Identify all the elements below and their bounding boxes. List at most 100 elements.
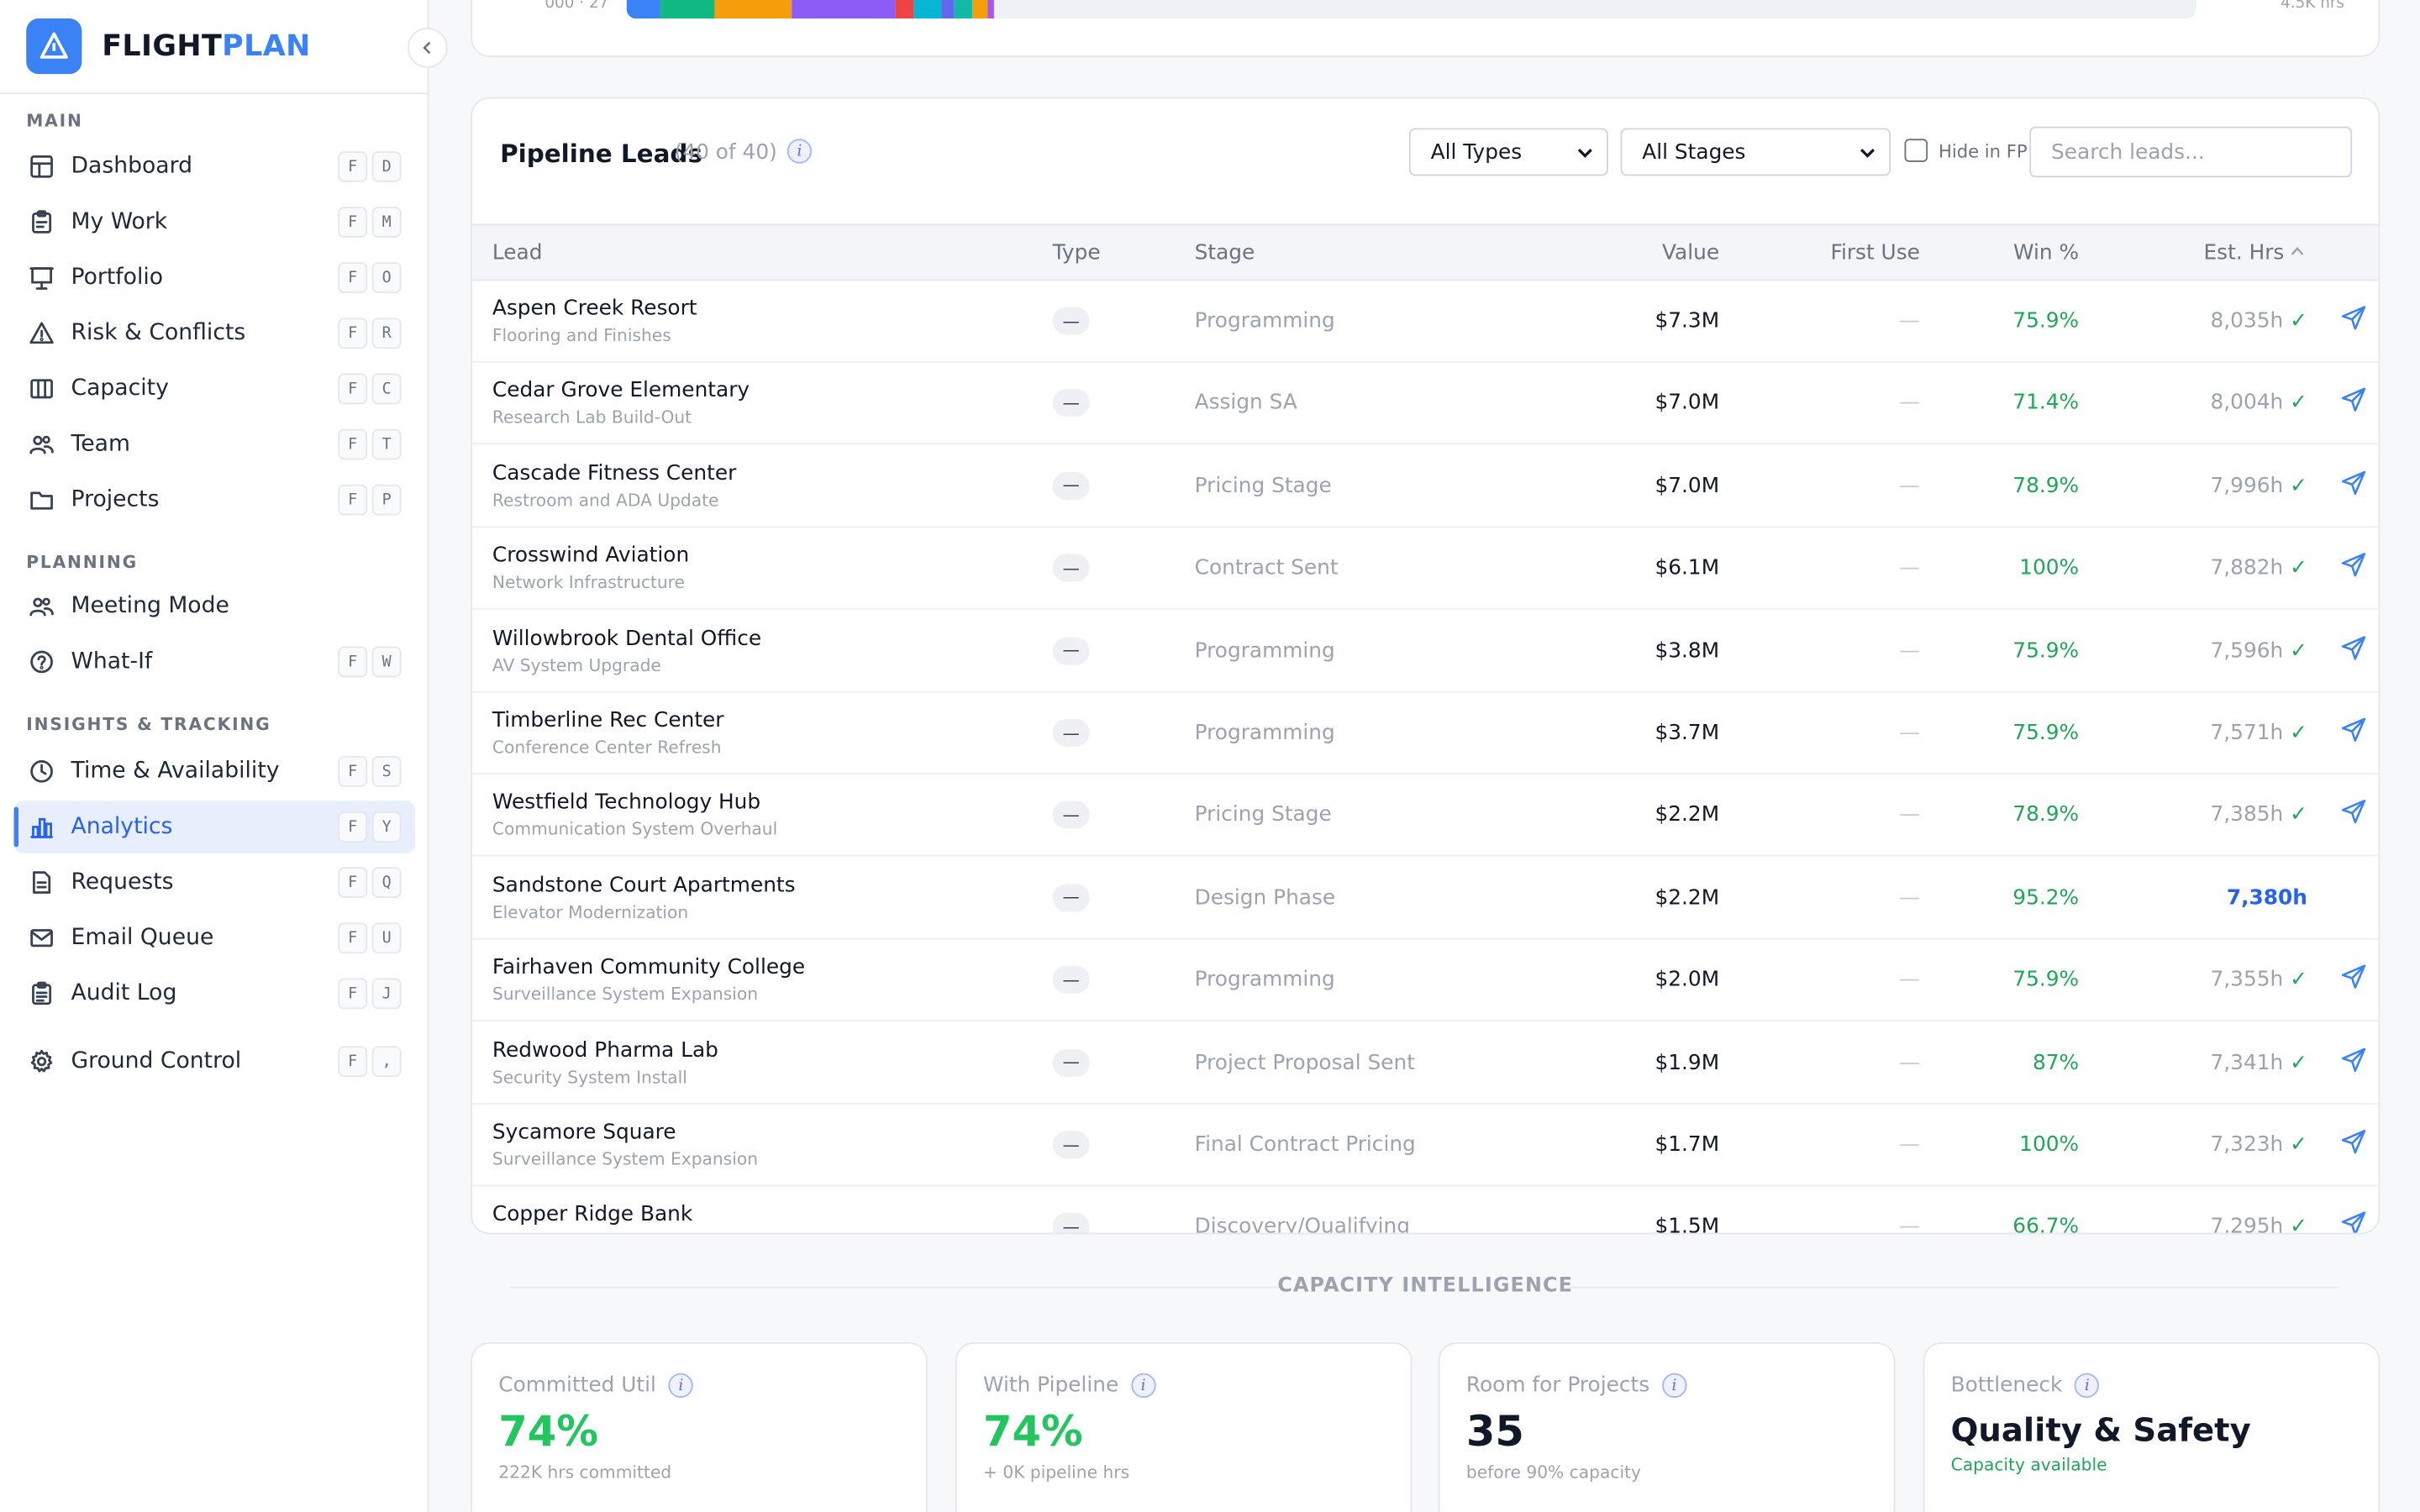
lead-name[interactable]: Sandstone Court Apartments (492, 873, 796, 898)
sidebar-item-dashboard[interactable]: Dashboard F D (14, 140, 416, 192)
col-lead[interactable]: Lead (492, 240, 543, 265)
col-value[interactable]: Value (1662, 240, 1720, 265)
table-row[interactable]: Redwood Pharma Lab Security System Instal… (472, 1022, 2379, 1105)
allocation-bar-segment[interactable] (913, 0, 942, 19)
allocation-bar-segment[interactable] (792, 0, 896, 19)
allocation-bar-segment[interactable] (660, 0, 715, 19)
pipeline-leads-card: Pipeline Leads (40 of 40) i All Types Al… (471, 97, 2381, 1235)
lead-name[interactable]: Cascade Fitness Center (492, 460, 737, 486)
est-hrs-cell: 8,004h ✓ (2211, 391, 2307, 415)
lead-name[interactable]: Cedar Grove Elementary (492, 378, 750, 404)
est-hrs-value: 7,385h (2210, 802, 2284, 828)
search-leads-input[interactable]: Search leads... (2029, 126, 2353, 178)
capacity-card-value: 35 (1465, 1408, 1524, 1457)
allocation-bar-segment[interactable] (972, 0, 988, 19)
lead-name[interactable]: Fairhaven Community College (492, 955, 806, 980)
table-header: Lead Type Stage Value First Use Win % Es… (472, 223, 2379, 281)
table-row[interactable]: Sycamore Square Surveillance System Expan… (472, 1105, 2379, 1187)
type-filter-select[interactable]: All Types (1408, 128, 1608, 176)
allocation-bar-segment[interactable] (941, 0, 955, 19)
send-icon[interactable] (2339, 1046, 2367, 1079)
send-icon[interactable] (2339, 633, 2367, 667)
info-icon[interactable]: i (786, 139, 813, 164)
collapse-sidebar-button[interactable] (407, 28, 448, 68)
allocation-bar-segment[interactable] (714, 0, 792, 19)
est-hrs-value: 7,341h (2210, 1050, 2284, 1075)
col-stage[interactable]: Stage (1194, 240, 1255, 265)
col-first-use[interactable]: First Use (1830, 240, 1920, 265)
capacity-card-label-wrap: Room for Projects i (1466, 1373, 1687, 1399)
sidebar-item-my-work[interactable]: My Work F M (14, 196, 416, 248)
info-icon[interactable]: i (668, 1373, 694, 1399)
send-icon[interactable] (2339, 1128, 2367, 1162)
table-row[interactable]: Cascade Fitness Center Restroom and ADA U… (472, 445, 2379, 528)
send-icon[interactable] (2339, 304, 2367, 338)
send-icon[interactable] (2339, 1210, 2367, 1233)
lead-name[interactable]: Crosswind Aviation (492, 543, 690, 569)
col-win[interactable]: Win % (2013, 240, 2080, 265)
sidebar-item-email-queue[interactable]: Email Queue F U (14, 912, 416, 964)
win-percent-cell: 75.9% (2012, 967, 2080, 993)
sort-asc-icon[interactable] (2291, 245, 2305, 258)
col-type[interactable]: Type (1052, 240, 1101, 265)
hide-in-fp-toggle[interactable]: Hide in FP (1904, 139, 2028, 162)
allocation-bar-segment[interactable] (895, 0, 914, 19)
allocation-bar-segment[interactable] (626, 0, 661, 19)
shortcut-key: , (371, 1046, 402, 1078)
info-icon[interactable]: i (1130, 1373, 1156, 1399)
allocation-bar-segment[interactable] (987, 0, 994, 19)
table-row[interactable]: Westfield Technology Hub Communication Sy… (472, 775, 2379, 858)
table-row[interactable]: Aspen Creek Resort Flooring and Finishes —… (472, 281, 2379, 363)
send-icon[interactable] (2339, 469, 2367, 502)
sidebar-item-ground-control[interactable]: Ground Control F, (14, 1035, 416, 1087)
info-icon[interactable]: i (1661, 1373, 1687, 1399)
folder-icon (28, 486, 55, 514)
sidebar-item-analytics[interactable]: Analytics F Y (13, 801, 416, 853)
lead-name[interactable]: Redwood Pharma Lab (492, 1037, 718, 1063)
table-row[interactable]: Willowbrook Dental Office AV System Upgra… (472, 611, 2379, 692)
check-icon: ✓ (2290, 638, 2307, 664)
table-row[interactable]: Timberline Rec Center Conference Center R… (472, 693, 2379, 775)
lead-name[interactable]: Aspen Creek Resort (492, 296, 697, 322)
sidebar-item-projects[interactable]: Projects F P (14, 474, 416, 526)
send-icon[interactable] (2339, 798, 2367, 832)
table-row[interactable]: Cedar Grove Elementary Research Lab Build… (472, 363, 2379, 445)
stage-filter-select[interactable]: All Stages (1620, 128, 1891, 176)
send-icon[interactable] (2339, 386, 2367, 420)
win-percent-cell: 66.7% (2012, 1215, 2080, 1235)
col-est-hrs[interactable]: Est. Hrs (2203, 240, 2285, 265)
sidebar-item-capacity[interactable]: Capacity F C (14, 363, 416, 415)
lead-name[interactable]: Westfield Technology Hub (492, 790, 761, 816)
sidebar-item-meeting-mode[interactable]: Meeting Mode (14, 580, 416, 633)
sidebar-item-audit-log[interactable]: Audit Log F J (14, 968, 416, 1020)
table-row[interactable]: Sandstone Court Apartments Elevator Moder… (472, 858, 2379, 940)
table-row[interactable]: Copper Ridge Bank — Discovery/Qualifying $1… (472, 1187, 2378, 1235)
table-row[interactable]: Crosswind Aviation Network Infrastructure… (472, 528, 2379, 610)
est-hrs-cell: 7,596h ✓ (2211, 638, 2307, 663)
value-cell: $3.8M (1655, 638, 1720, 664)
lead-name[interactable]: Copper Ridge Bank (492, 1202, 693, 1227)
sidebar-item-team[interactable]: Team F T (14, 418, 416, 470)
lead-name[interactable]: Willowbrook Dental Office (492, 625, 762, 651)
sidebar-item-portfolio[interactable]: Portfolio F O (14, 251, 416, 303)
sidebar-item-requests[interactable]: Requests F Q (14, 856, 416, 908)
sidebar-item-what-if[interactable]: What-If F W (14, 636, 416, 688)
check-icon: ✓ (2290, 473, 2307, 498)
info-icon[interactable]: i (2075, 1373, 2100, 1399)
lead-name[interactable]: Sycamore Square (492, 1120, 676, 1145)
hide-in-fp-checkbox[interactable] (1904, 139, 1928, 162)
sidebar-item-time-availability[interactable]: Time & Availability F S (14, 745, 416, 797)
sidebar-item-risk-conflicts[interactable]: Risk & Conflicts F R (14, 307, 416, 360)
lead-name[interactable]: Timberline Rec Center (492, 708, 724, 733)
gear-icon (28, 1047, 55, 1075)
send-icon[interactable] (2339, 716, 2367, 749)
shortcut-key: F (338, 373, 368, 405)
table-row[interactable]: Fairhaven Community College Surveillance … (472, 940, 2379, 1022)
allocation-bar-segment[interactable] (954, 0, 973, 19)
send-icon[interactable] (2339, 551, 2367, 585)
est-hrs-value: 7,596h (2210, 638, 2284, 664)
chevron-down-icon (1860, 148, 1875, 158)
send-icon[interactable] (2339, 963, 2367, 996)
sidebar-item-label: What-If (71, 649, 153, 675)
